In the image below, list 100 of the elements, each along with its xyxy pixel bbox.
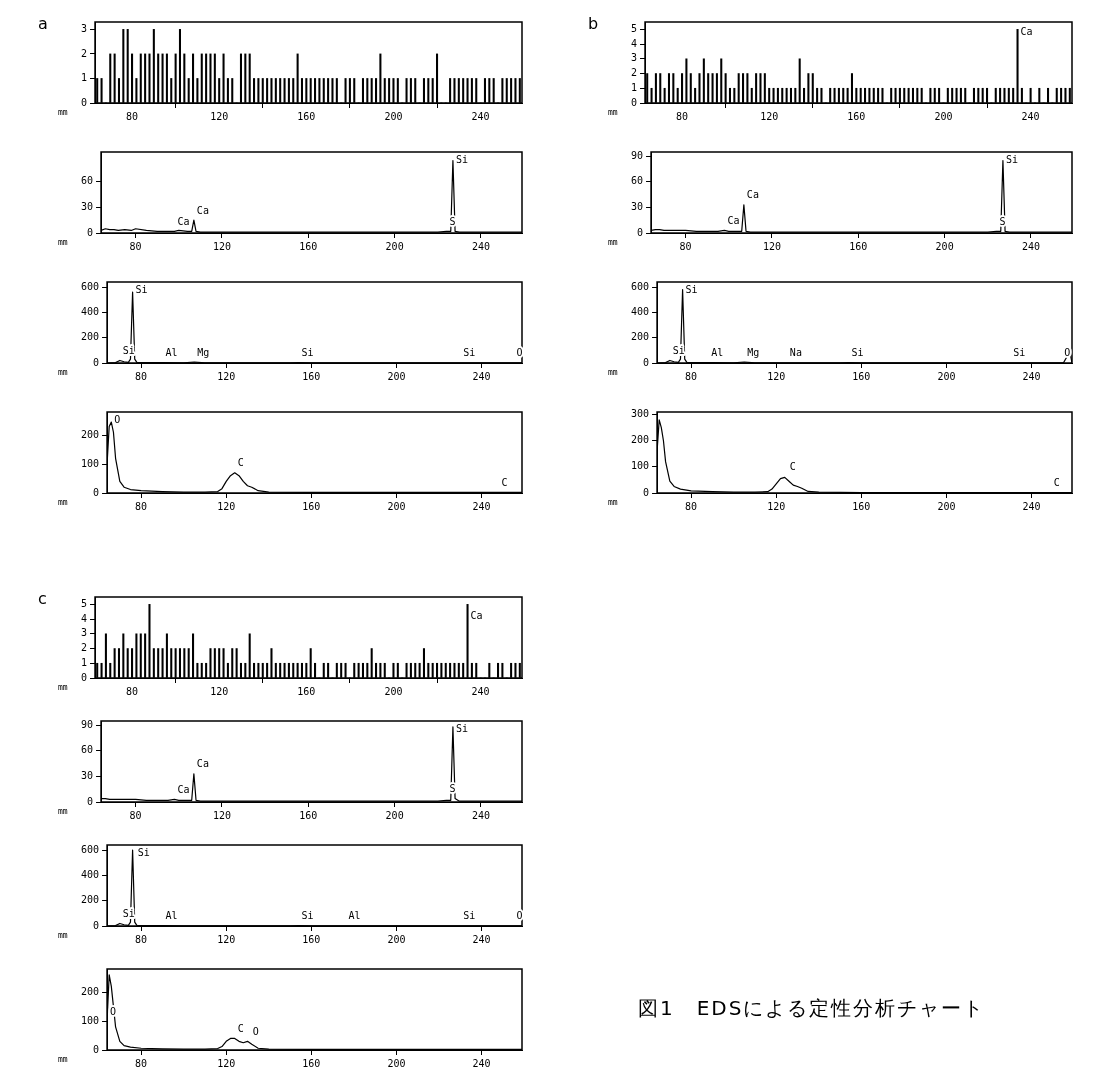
x-axis-title: mm (58, 931, 68, 940)
annotation: Si (301, 347, 314, 359)
x-tick-label: 240 (471, 809, 491, 821)
x-tick-label: 80 (135, 500, 148, 512)
x-tick-label: 80 (126, 110, 139, 122)
annotation: Ca (177, 215, 190, 227)
annotation: Si (301, 910, 314, 922)
x-axis-title: mm (58, 807, 68, 816)
x-tick-label: 200 (384, 685, 403, 697)
annotation: C (1053, 477, 1060, 489)
y-tick-label: 0 (87, 795, 94, 807)
x-tick-label: 120 (217, 933, 236, 945)
annotation: Ca (196, 758, 209, 770)
x-tick-label: 120 (217, 370, 236, 382)
x-tick-label: 240 (472, 933, 491, 945)
x-tick-label: 240 (1021, 240, 1041, 252)
annotation: O (516, 347, 523, 359)
y-tick-label: 600 (81, 280, 100, 292)
x-tick-label: 240 (1022, 370, 1041, 382)
x-tick-label: 160 (299, 809, 318, 821)
x-tick-label: 200 (385, 809, 404, 821)
x-tick-label: 240 (472, 370, 491, 382)
x-tick-label: 80 (129, 240, 142, 252)
y-tick-label: 60 (630, 175, 644, 187)
x-tick-label: 160 (847, 110, 866, 122)
annotation: Si (851, 347, 864, 359)
y-tick-label: 3 (80, 627, 88, 639)
x-tick-label: 80 (685, 500, 698, 512)
annotation: C (237, 457, 244, 469)
x-axis-title: mm (58, 238, 68, 247)
x-tick-label: 120 (212, 240, 231, 252)
y-tick-label: 90 (630, 149, 644, 161)
x-tick-label: 120 (762, 240, 781, 252)
x-tick-label: 160 (852, 370, 871, 382)
chart-title: b (588, 14, 599, 33)
x-tick-label: 240 (1022, 500, 1041, 512)
y-tick-label: 5 (80, 597, 88, 609)
annotation: Ca (177, 784, 190, 796)
annotation: Si (135, 283, 148, 295)
annotation: Si (1013, 347, 1026, 359)
y-tick-label: 30 (630, 201, 644, 213)
y-tick-label: 4 (630, 37, 638, 49)
y-tick-label: 400 (631, 305, 650, 317)
y-tick-label: 1 (80, 656, 88, 668)
y-tick-label: 30 (80, 770, 94, 782)
annotation: Si (455, 722, 468, 734)
annotation: S (449, 215, 456, 227)
x-tick-label: 240 (471, 110, 490, 122)
y-tick-label: 90 (80, 718, 94, 730)
y-tick-label: 0 (630, 96, 638, 108)
x-tick-label: 80 (685, 370, 698, 382)
x-tick-label: 160 (852, 500, 871, 512)
chart-title: c (38, 589, 47, 608)
y-tick-label: 2 (80, 47, 88, 59)
x-tick-label: 160 (299, 240, 318, 252)
y-tick-label: 600 (631, 280, 650, 292)
y-tick-label: 200 (631, 331, 650, 343)
x-axis-title: mm (608, 368, 618, 377)
x-tick-label: 160 (297, 685, 316, 697)
x-axis-title: mm (58, 108, 68, 117)
x-tick-label: 80 (126, 685, 139, 697)
y-tick-label: 300 (631, 408, 650, 420)
y-tick-label: 0 (80, 96, 88, 108)
x-tick-label: 80 (676, 110, 689, 122)
y-tick-label: 60 (80, 175, 94, 187)
annotation: Ca (746, 189, 759, 201)
y-tick-label: 60 (80, 744, 94, 756)
y-tick-label: 600 (81, 843, 100, 855)
x-tick-label: 80 (135, 370, 148, 382)
x-tick-label: 80 (679, 240, 692, 252)
x-tick-label: 160 (302, 933, 321, 945)
annotation: Si (137, 846, 150, 858)
annotation: Ca (470, 609, 483, 621)
x-tick-label: 200 (387, 500, 406, 512)
y-tick-label: 0 (93, 1043, 100, 1055)
x-tick-label: 200 (934, 110, 953, 122)
annotation: Al (165, 347, 178, 359)
annotation: O (1064, 347, 1071, 359)
x-tick-label: 80 (135, 1057, 148, 1069)
y-tick-label: 4 (80, 612, 88, 624)
y-tick-label: 0 (93, 919, 100, 931)
annotation: Si (463, 910, 476, 922)
annotation: C (501, 477, 508, 489)
y-tick-label: 400 (81, 305, 100, 317)
x-tick-label: 120 (210, 110, 229, 122)
y-tick-label: 30 (80, 201, 94, 213)
x-axis-title: mm (58, 683, 68, 692)
y-tick-label: 0 (643, 486, 650, 498)
x-tick-label: 160 (297, 110, 316, 122)
y-tick-label: 100 (81, 457, 100, 469)
y-tick-label: 200 (81, 428, 100, 440)
annotation: Al (165, 910, 178, 922)
x-tick-label: 200 (387, 370, 406, 382)
y-tick-label: 0 (643, 356, 650, 368)
y-tick-label: 5 (630, 22, 638, 34)
x-tick-label: 200 (387, 933, 406, 945)
x-tick-label: 200 (385, 240, 404, 252)
x-tick-label: 240 (472, 500, 491, 512)
y-tick-label: 1 (630, 81, 638, 93)
x-tick-label: 240 (471, 240, 491, 252)
